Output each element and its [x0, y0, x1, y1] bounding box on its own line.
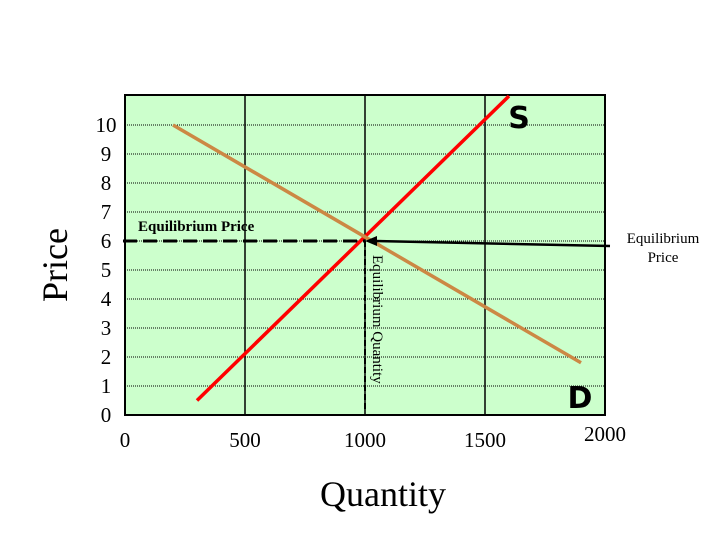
y-tick-label: 8 — [101, 171, 112, 195]
tick-labels: 0 1 2 3 4 5 6 7 8 9 10 0 500 1000 1500 2000 — [96, 113, 627, 452]
x-tick-label: 0 — [120, 428, 131, 452]
equilibrium-price-arrowhead — [365, 236, 377, 246]
y-axis-title: Price — [35, 228, 75, 302]
annotations: Equilibrium Price Equilibrium Price Equilib… — [123, 219, 700, 412]
y-tick-label: 0 — [101, 403, 112, 427]
y-tick-label: 7 — [101, 200, 112, 224]
equilibrium-price-arrow-line — [374, 239, 611, 248]
x-tick-label: 1000 — [344, 428, 386, 452]
equilibrium-price-label: Equilibrium Price — [138, 219, 255, 235]
y-tick-label: 3 — [101, 316, 112, 340]
curve-s — [195, 94, 511, 402]
y-tick-label: 1 — [101, 374, 112, 398]
equilibrium-quantity-label: Equilibrium Quantity — [369, 255, 385, 384]
demand-curve-label: D — [568, 381, 593, 416]
y-tick-label: 6 — [101, 229, 112, 253]
y-tick-label: 4 — [101, 287, 112, 311]
x-tick-label: 2000 — [584, 422, 626, 446]
x-tick-label: 1500 — [464, 428, 506, 452]
x-axis-title: Quantity — [320, 474, 446, 514]
supply-curve-label: S — [508, 101, 530, 136]
y-tick-label: 10 — [96, 113, 117, 137]
y-tick-label: 2 — [101, 345, 112, 369]
y-tick-label: 9 — [101, 142, 112, 166]
y-tick-label: 5 — [101, 258, 112, 282]
gridlines — [125, 95, 605, 415]
equilibrium-price-right-label: Equilibrium Price — [627, 231, 700, 266]
x-tick-label: 500 — [229, 428, 261, 452]
